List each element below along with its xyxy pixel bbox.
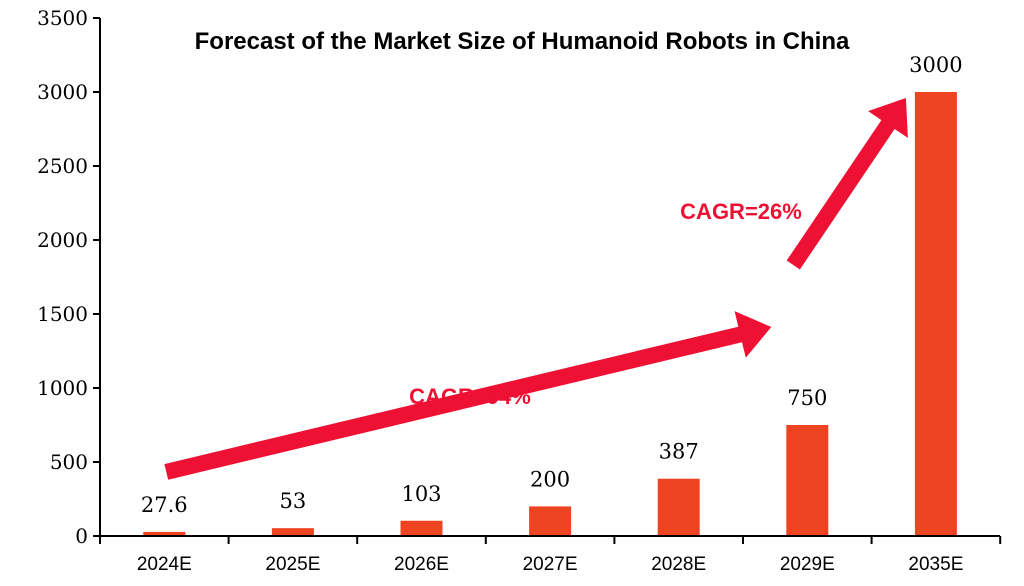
y-tick-label: 1500 [37,302,88,326]
value-label: 103 [401,482,441,506]
y-tick-label: 0 [75,524,88,548]
bar-2035E [914,92,957,536]
bars-layer [143,92,957,536]
value-label: 27.6 [141,493,188,517]
value-label: 3000 [909,53,962,77]
bar-2024E [143,531,186,536]
y-tick-label: 2500 [37,154,88,178]
x-tick-label: 2025E [265,554,320,575]
x-tick-label: 2035E [908,554,963,575]
bar-2026E [400,520,443,536]
y-tick-label: 3500 [37,6,88,30]
value-labels-layer: 27.6 53 103 200 387 750 3000 [141,53,963,517]
x-tick-label: 2024E [137,554,192,575]
bar-2027E [529,506,572,536]
x-tick-label: 2029E [780,554,835,575]
value-label: 387 [659,440,699,464]
bar-2025E [271,528,314,536]
x-tick-label: 2026E [394,554,449,575]
chart-title: Forecast of the Market Size of Humanoid … [195,28,850,55]
cagr-label-26: CAGR=26% [680,199,802,224]
y-tick-label: 500 [50,450,88,474]
y-tick-label: 3000 [37,80,88,104]
y-tick-label: 1000 [37,376,88,400]
value-label: 750 [787,386,827,410]
bar-2028E [657,478,700,536]
axes-layer [99,18,1000,537]
cagr-label-94: CAGR=94% [409,384,531,409]
cagr-arrows-layer: CAGR=94% CAGR=26% [164,98,908,480]
x-tick-label: 2028E [651,554,706,575]
cagr-arrow-2024-2029 [164,311,772,480]
cagr-arrow-2029-2035 [786,98,908,270]
bar-2029E [786,425,829,536]
value-label: 200 [530,467,570,491]
ticks-layer: 0 500 1000 1500 2000 2500 3000 3500 2024E 2025E 20… [37,6,1002,575]
x-tick-label: 2027E [523,554,578,575]
y-tick-label: 2000 [37,228,88,252]
value-label: 53 [280,489,307,513]
